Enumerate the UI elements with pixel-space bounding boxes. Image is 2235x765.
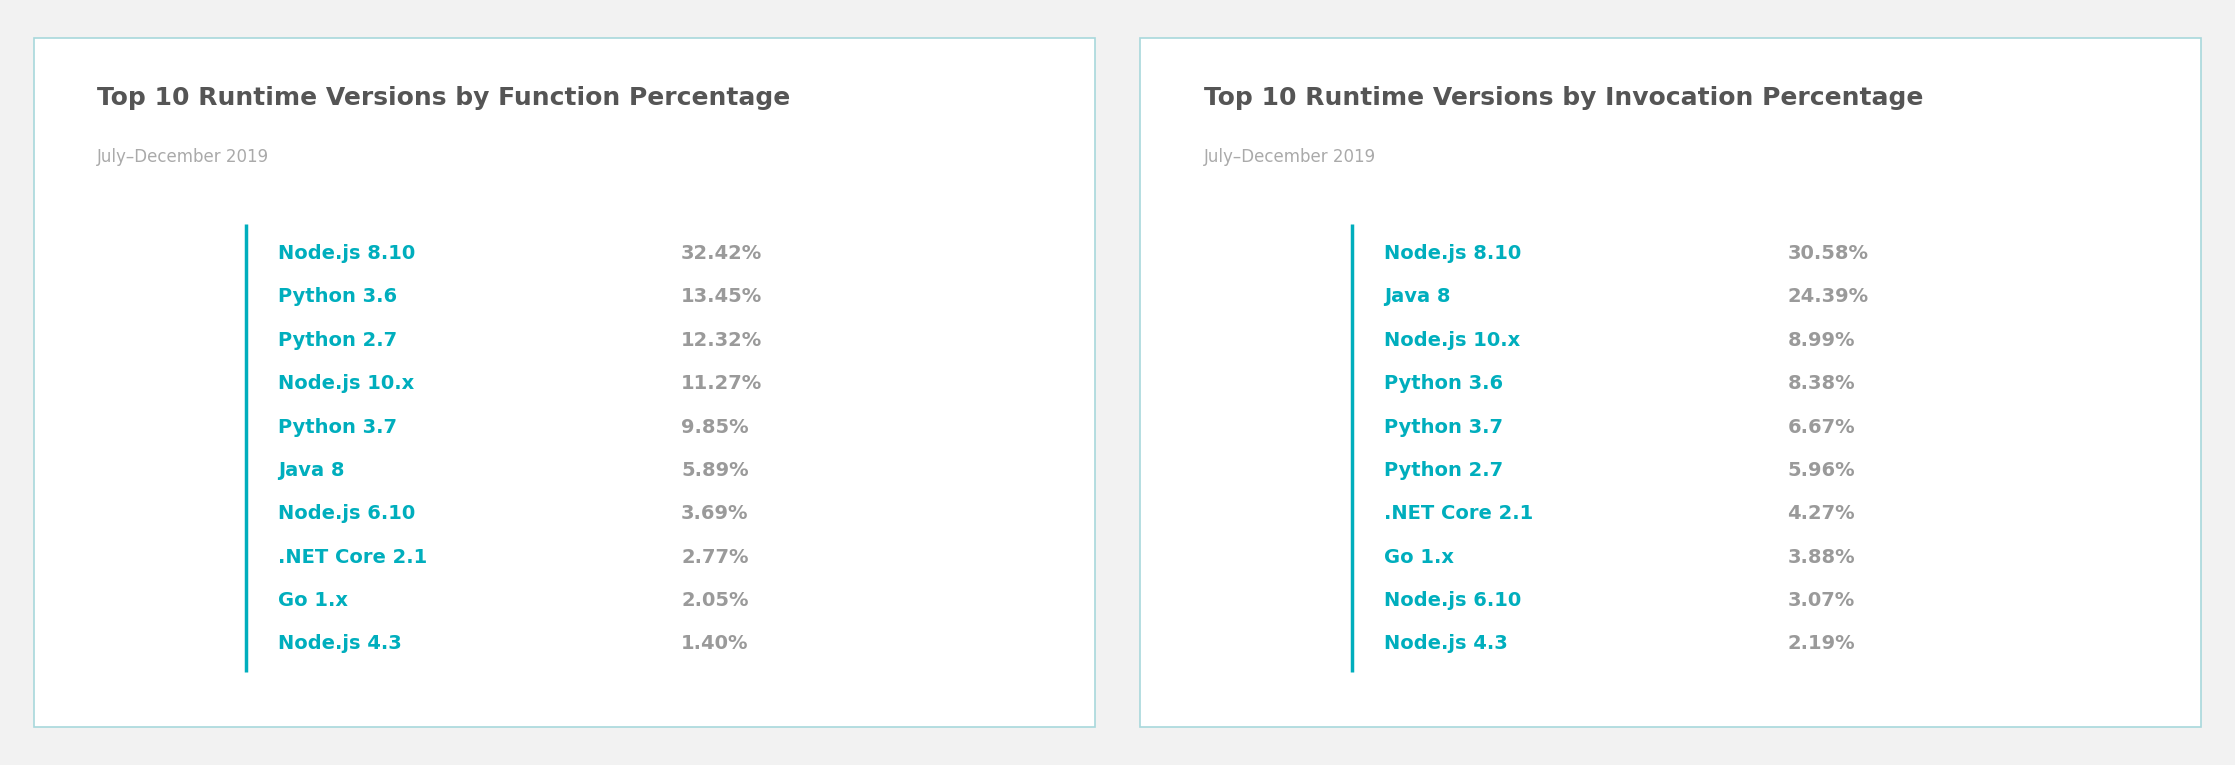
Text: Node.js 10.x: Node.js 10.x [1383,330,1520,350]
Text: .NET Core 2.1: .NET Core 2.1 [1383,504,1533,523]
Text: 11.27%: 11.27% [682,374,762,393]
Text: 4.27%: 4.27% [1788,504,1855,523]
Text: 2.05%: 2.05% [682,591,749,610]
Text: Python 3.6: Python 3.6 [1383,374,1504,393]
Text: Node.js 8.10: Node.js 8.10 [277,244,416,263]
Text: 32.42%: 32.42% [682,244,762,263]
Text: Python 3.7: Python 3.7 [1383,418,1502,437]
Text: July–December 2019: July–December 2019 [1202,148,1377,167]
Text: Java 8: Java 8 [277,461,344,480]
Text: 24.39%: 24.39% [1788,288,1868,307]
Text: 30.58%: 30.58% [1788,244,1868,263]
Text: Python 2.7: Python 2.7 [1383,461,1504,480]
Text: Node.js 4.3: Node.js 4.3 [277,634,402,653]
Text: 2.19%: 2.19% [1788,634,1855,653]
Text: 2.77%: 2.77% [682,548,749,567]
Text: 5.89%: 5.89% [682,461,749,480]
Text: Top 10 Runtime Versions by Invocation Percentage: Top 10 Runtime Versions by Invocation Pe… [1202,86,1922,110]
Text: Node.js 8.10: Node.js 8.10 [1383,244,1522,263]
Text: Top 10 Runtime Versions by Function Percentage: Top 10 Runtime Versions by Function Perc… [98,86,791,110]
FancyBboxPatch shape [1140,38,2201,727]
Text: July–December 2019: July–December 2019 [98,148,270,167]
Text: 9.85%: 9.85% [682,418,749,437]
Text: 3.07%: 3.07% [1788,591,1855,610]
Text: Java 8: Java 8 [1383,288,1451,307]
Text: 13.45%: 13.45% [682,288,762,307]
Text: 12.32%: 12.32% [682,330,762,350]
Text: Python 2.7: Python 2.7 [277,330,398,350]
Text: 8.99%: 8.99% [1788,330,1855,350]
Text: .NET Core 2.1: .NET Core 2.1 [277,548,427,567]
Text: Node.js 6.10: Node.js 6.10 [1383,591,1522,610]
Text: 6.67%: 6.67% [1788,418,1855,437]
Text: 3.69%: 3.69% [682,504,749,523]
Text: Go 1.x: Go 1.x [1383,548,1455,567]
Text: Node.js 6.10: Node.js 6.10 [277,504,416,523]
FancyBboxPatch shape [34,38,1095,727]
Text: Node.js 10.x: Node.js 10.x [277,374,413,393]
Text: Python 3.6: Python 3.6 [277,288,398,307]
Text: Node.js 4.3: Node.js 4.3 [1383,634,1509,653]
Text: 5.96%: 5.96% [1788,461,1855,480]
Text: Python 3.7: Python 3.7 [277,418,396,437]
Text: 1.40%: 1.40% [682,634,749,653]
Text: 3.88%: 3.88% [1788,548,1855,567]
Text: Go 1.x: Go 1.x [277,591,349,610]
Text: 8.38%: 8.38% [1788,374,1855,393]
